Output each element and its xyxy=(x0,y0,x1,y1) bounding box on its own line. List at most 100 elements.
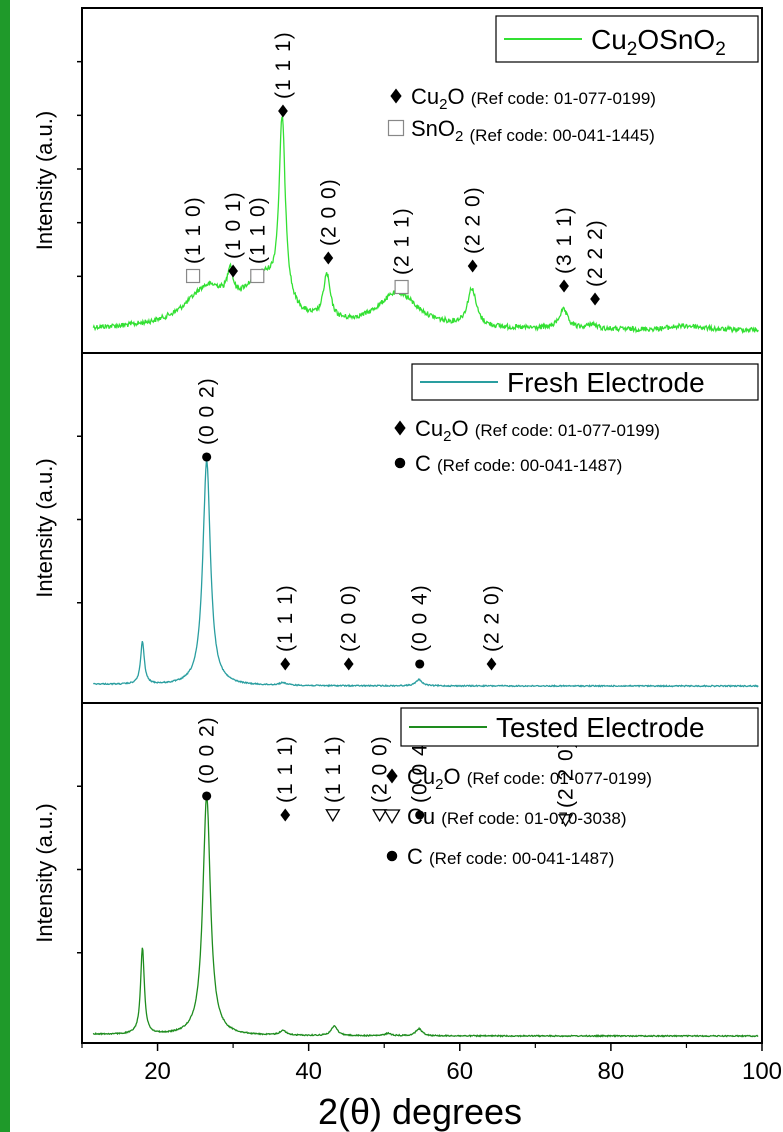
square-symbol xyxy=(250,268,265,284)
phase-name: Cu (Ref code: 01-070-3038) xyxy=(407,804,626,829)
panel-frame xyxy=(81,702,763,1044)
peak-label: (2 0 0) xyxy=(338,584,361,652)
circle-symbol xyxy=(386,850,398,862)
peak-label: (1 1 1) xyxy=(272,31,295,99)
panel-3: Intensity (a.u.) (1 1 1) (1 1 1) (2 0 0) (0 … xyxy=(32,702,763,1044)
phase-name: Cu2O (Ref code: 01-077-0199) xyxy=(415,416,660,445)
peak-label: (1 1 1) xyxy=(274,735,297,803)
circle-symbol xyxy=(202,452,212,462)
triangle-symbol xyxy=(372,809,388,823)
peak-marker-1: (1 1 0) xyxy=(182,196,205,284)
triangle-symbol xyxy=(383,809,401,825)
panel-2: Intensity (a.u.) (0 0 2) (1 1 1) (2 0 0) (0 … xyxy=(32,352,763,704)
peak-marker-2: (1 1 1) xyxy=(274,584,297,671)
peak-marker-3: (2 0 0) xyxy=(369,735,392,823)
peak-marker-5: (2 2 0) xyxy=(555,740,578,828)
phase-legend-2: Cu (Ref code: 01-070-3038) xyxy=(383,804,626,829)
series-line xyxy=(92,795,759,1038)
diamond-symbol xyxy=(590,292,600,306)
phase-legend-1: Cu2O (Ref code: 01-077-0199) xyxy=(390,84,656,113)
peak-label: (1 1 0) xyxy=(182,196,205,264)
phase-legend-1: Cu2O (Ref code: 01-077-0199) xyxy=(394,416,660,445)
legend-label: Tested Electrode xyxy=(496,712,705,743)
diamond-symbol xyxy=(559,279,569,293)
series-legend: Tested Electrode xyxy=(400,707,759,747)
peak-label: (2 2 0) xyxy=(555,740,578,808)
peak-marker-2: (1 0 1) xyxy=(222,191,245,278)
y-axis-label: Intensity (a.u.) xyxy=(32,803,57,942)
series-line xyxy=(92,459,759,688)
circle-symbol xyxy=(394,457,406,469)
peak-label: (0 0 4) xyxy=(409,735,432,803)
peak-marker-4: (0 0 4) xyxy=(409,735,432,820)
peak-label: (2 2 2) xyxy=(584,219,607,287)
diamond-symbol xyxy=(278,104,288,118)
legend-label: Fresh Electrode xyxy=(507,367,705,398)
y-axis-label: Intensity (a.u.) xyxy=(32,458,57,597)
diamond-symbol xyxy=(486,657,497,671)
series-legend: Fresh Electrode xyxy=(411,363,759,401)
phase-legend-2: C (Ref code: 00-041-1487) xyxy=(394,451,622,476)
panel-1: Intensity (a.u.) (1 1 0) (1 0 1) (1 1 0)(1 … xyxy=(32,7,763,354)
peak-label: (3 1 1) xyxy=(553,206,576,274)
x-tick-label: 80 xyxy=(598,1058,625,1085)
circle-symbol xyxy=(202,791,212,801)
phase-name: Cu2O (Ref code: 01-077-0199) xyxy=(411,84,656,113)
x-tick-label: 20 xyxy=(144,1058,171,1085)
diamond-symbol xyxy=(323,251,334,265)
circle-symbol xyxy=(415,810,425,820)
legend-box xyxy=(495,15,759,63)
phase-legend-3: C (Ref code: 00-041-1487) xyxy=(386,844,614,869)
plot-panels: Intensity (a.u.) (1 1 0) (1 0 1) (1 1 0)(1 … xyxy=(32,7,763,1044)
legend-label: Cu2OSnO2 xyxy=(591,24,726,60)
phase-name: SnO2 (Ref code: 00-041-1445) xyxy=(411,116,655,146)
diamond-symbol xyxy=(467,259,478,273)
peak-label: (1 1 1) xyxy=(322,735,345,803)
peak-label: (0 0 4) xyxy=(409,584,432,652)
peak-label: (1 1 1) xyxy=(274,584,297,652)
x-tick-label: 60 xyxy=(446,1058,473,1085)
phase-name: Cu2O (Ref code: 01-077-0199) xyxy=(407,764,652,793)
phase-name: C (Ref code: 00-041-1487) xyxy=(407,844,614,869)
peak-label: (0 0 2) xyxy=(196,716,219,784)
peak-label: (2 0 0) xyxy=(317,178,340,246)
peak-marker-8: (3 1 1) xyxy=(553,206,576,293)
peak-label: (2 1 1) xyxy=(391,207,414,275)
diamond-symbol xyxy=(228,264,238,278)
phase-legend-2: SnO2 (Ref code: 00-041-1445) xyxy=(387,116,655,146)
circle-symbol xyxy=(415,659,425,669)
diamond-symbol xyxy=(280,808,291,822)
diamond-symbol xyxy=(394,420,406,436)
diamond-symbol xyxy=(386,768,398,784)
diamond-symbol xyxy=(390,88,402,104)
peak-marker-1: (1 1 1) xyxy=(274,735,297,822)
peak-marker-3: (1 1 0) xyxy=(246,196,269,284)
x-tick-label: 40 xyxy=(295,1058,322,1085)
peak-marker-1: (0 0 2) xyxy=(196,377,219,462)
x-tick-label: 100 xyxy=(742,1058,782,1085)
phase-legend-1: Cu2O (Ref code: 01-077-0199) xyxy=(386,764,652,793)
peak-marker-7: (2 2 0) xyxy=(462,186,485,273)
peak-marker-5: (2 0 0) xyxy=(317,178,340,265)
peak-label: (2 0 0) xyxy=(369,735,392,803)
square-symbol xyxy=(185,268,201,284)
diamond-symbol xyxy=(280,657,291,671)
series-line xyxy=(92,114,759,335)
peak-marker-4: (1 1 1) xyxy=(272,31,295,118)
square-symbol xyxy=(394,279,409,295)
peak-label: (0 0 2) xyxy=(196,377,219,445)
triangle-symbol xyxy=(325,809,341,823)
peak-marker-2: (1 1 1) xyxy=(322,735,345,823)
x-axis-label: 2(θ) degrees xyxy=(318,1091,522,1132)
diamond-symbol xyxy=(343,657,354,671)
peak-marker-6: (2 1 1) xyxy=(391,207,414,295)
square-symbol xyxy=(387,119,405,137)
peak-marker-4: (0 0 4) xyxy=(409,584,432,669)
peak-label: (1 1 0) xyxy=(246,196,269,264)
peak-marker-5: (2 2 0) xyxy=(481,584,504,671)
y-axis-label: Intensity (a.u.) xyxy=(32,111,57,250)
peak-label: (2 2 0) xyxy=(481,584,504,652)
peak-marker-9: (2 2 2) xyxy=(584,219,607,306)
green-border-left xyxy=(0,0,10,1132)
